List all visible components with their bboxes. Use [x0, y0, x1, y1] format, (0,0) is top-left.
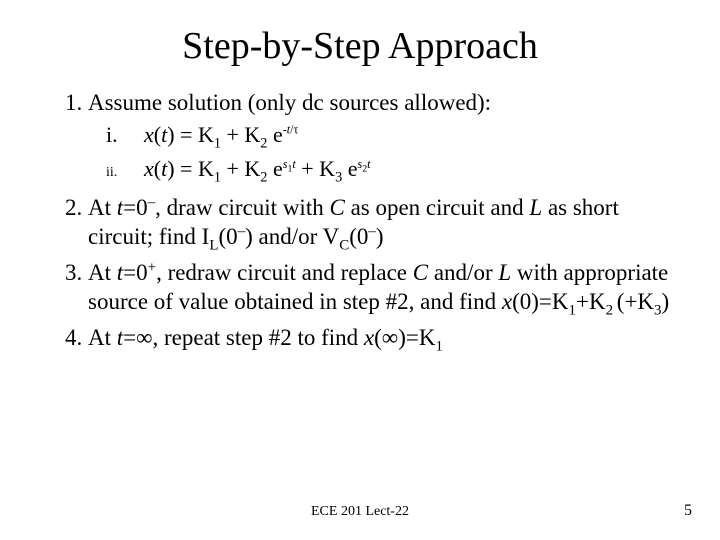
sublist: i. x(t) = K1 + K2 e-t/τ ii. x(t) = K1 + …: [88, 121, 684, 186]
slide: Step-by-Step Approach Assume solution (o…: [0, 0, 720, 540]
item-2: At t=0–, draw circuit with C as open cir…: [88, 193, 684, 256]
main-list: Assume solution (only dc sources allowed…: [36, 88, 684, 357]
slide-body: Assume solution (only dc sources allowed…: [0, 76, 720, 357]
item-1-text: Assume solution (only dc sources allowed…: [88, 90, 491, 115]
sub-i: i. x(t) = K1 + K2 e-t/τ: [106, 121, 684, 153]
sub-ii: ii. x(t) = K1 + K2 es1t + K3 es2t: [106, 155, 684, 187]
item-3: At t=0+, redraw circuit and replace C an…: [88, 258, 684, 321]
item-1: Assume solution (only dc sources allowed…: [88, 88, 684, 187]
sub-ii-marker: ii.: [106, 164, 144, 182]
item-4: At t=∞, repeat step #2 to find x(∞)=K1: [88, 323, 684, 357]
slide-title: Step-by-Step Approach: [0, 0, 720, 76]
sub-i-eq: x(t) = K1 + K2 e-t/τ: [144, 121, 298, 153]
sub-ii-eq: x(t) = K1 + K2 es1t + K3 es2t: [144, 155, 371, 187]
page-number: 5: [684, 502, 692, 520]
sub-i-marker: i.: [106, 121, 144, 149]
footer-text: ECE 201 Lect-22: [0, 504, 720, 520]
